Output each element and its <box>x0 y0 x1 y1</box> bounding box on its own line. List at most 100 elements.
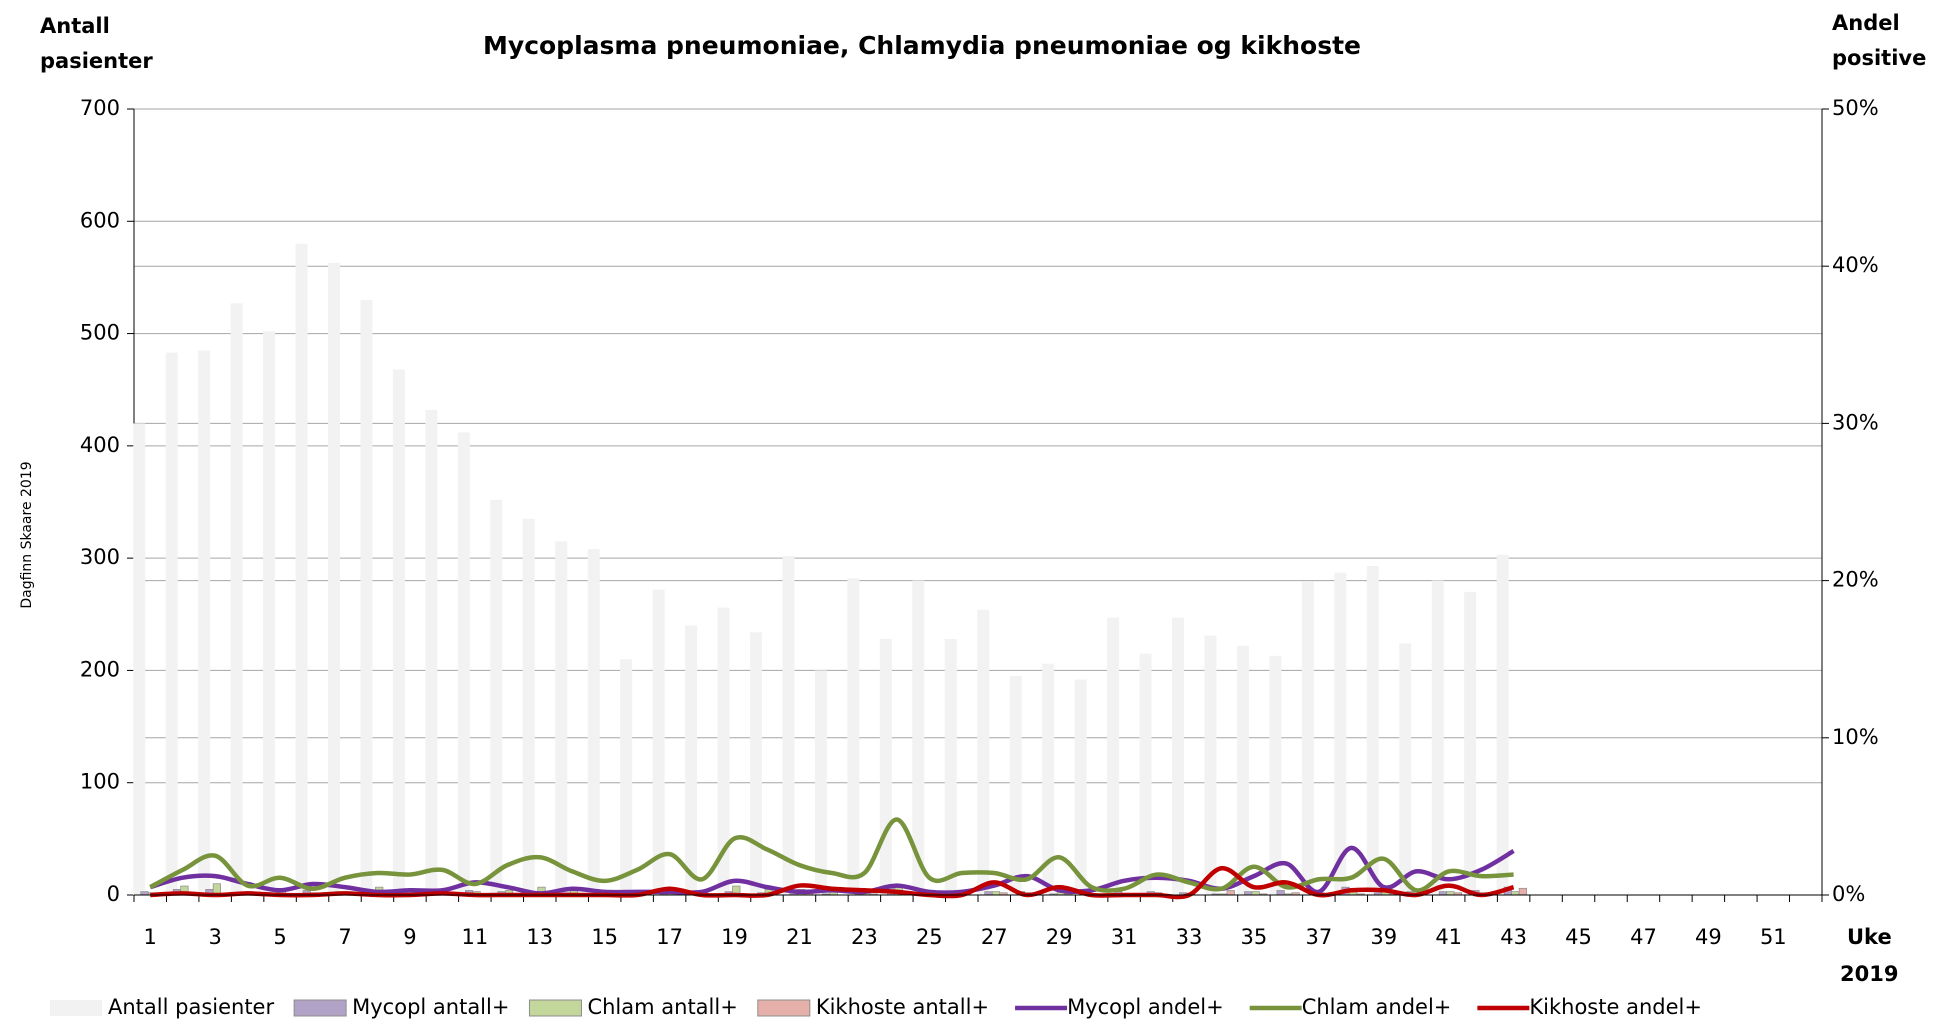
bar <box>912 580 925 895</box>
bar <box>1236 645 1249 895</box>
bar <box>1042 663 1055 895</box>
bar <box>1518 887 1527 896</box>
bar <box>1139 653 1152 895</box>
bar <box>1446 891 1455 896</box>
bar <box>587 549 600 895</box>
y-axis-label: pasienter <box>40 49 153 73</box>
bar <box>1204 635 1217 895</box>
bar <box>295 243 308 895</box>
x-tick-label: 27 <box>981 925 1008 949</box>
y-tick-label: 200 <box>80 657 120 681</box>
credit: Dagfinn Skaare 2019 <box>19 461 35 608</box>
bar <box>685 625 698 895</box>
bar <box>1399 643 1412 895</box>
bar <box>1074 679 1087 895</box>
bar <box>1244 891 1253 896</box>
bar <box>263 331 276 896</box>
x-axis-label: Uke <box>1847 925 1892 949</box>
bar <box>360 299 373 895</box>
bar <box>555 541 568 895</box>
bar <box>165 352 178 895</box>
y-tick-label: 400 <box>80 433 120 457</box>
y2-axis-label: positive <box>1832 46 1926 70</box>
bar <box>522 518 535 895</box>
x-tick-label: 17 <box>656 925 683 949</box>
y-tick-label: 300 <box>80 545 120 569</box>
x-tick-label: 9 <box>403 925 416 949</box>
bar <box>140 891 149 896</box>
bar <box>1431 580 1444 895</box>
y-tick-label: 700 <box>80 96 120 120</box>
x-tick-label: 7 <box>338 925 351 949</box>
y2-tick-label: 20% <box>1832 568 1879 592</box>
legend-label: Mycopl antall+ <box>352 995 509 1019</box>
bar <box>230 303 243 895</box>
y-tick-label: 500 <box>80 321 120 345</box>
legend-swatch <box>293 999 347 1017</box>
x-tick-label: 19 <box>721 925 748 949</box>
bar <box>984 891 993 896</box>
x-tick-label: 3 <box>208 925 221 949</box>
bar <box>392 369 405 895</box>
bar <box>847 578 860 895</box>
bar <box>1511 891 1520 896</box>
bar <box>1251 891 1260 896</box>
x-tick-label: 49 <box>1695 925 1722 949</box>
bar <box>652 589 665 895</box>
legend-label: Mycopl andel+ <box>1067 995 1224 1019</box>
y2-tick-label: 40% <box>1832 253 1879 277</box>
bar <box>1334 572 1347 895</box>
y-axis-label: Antall <box>40 14 110 38</box>
x-tick-label: 5 <box>273 925 286 949</box>
bar <box>977 609 990 895</box>
bar <box>425 409 438 895</box>
x-tick-label: 43 <box>1500 925 1527 949</box>
x-tick-label: 21 <box>786 925 813 949</box>
bar <box>490 499 503 895</box>
x-tick-label: 35 <box>1241 925 1268 949</box>
bar <box>198 350 211 895</box>
x-tick-label: 29 <box>1046 925 1073 949</box>
bar <box>814 670 827 895</box>
y-tick-label: 100 <box>80 770 120 794</box>
bar <box>457 432 470 895</box>
bar <box>717 607 730 895</box>
bar <box>879 638 892 895</box>
bar <box>328 262 340 895</box>
x-tick-label: 41 <box>1435 925 1462 949</box>
legend-label: Chlam andel+ <box>1302 995 1452 1019</box>
x-tick-label: 39 <box>1370 925 1397 949</box>
bar <box>991 891 1001 896</box>
bar <box>750 632 762 895</box>
x-tick-label: 15 <box>591 925 618 949</box>
bar <box>1107 617 1120 895</box>
bar <box>1276 890 1285 896</box>
y2-tick-label: 10% <box>1832 725 1879 749</box>
x-tick-label: 45 <box>1565 925 1592 949</box>
legend-label: Antall pasienter <box>108 995 274 1019</box>
x-tick-label: 37 <box>1305 925 1332 949</box>
y2-tick-label: 50% <box>1832 96 1879 120</box>
bar <box>1226 890 1235 896</box>
bar <box>133 423 146 895</box>
legend-label: Kikhoste andel+ <box>1529 995 1702 1019</box>
x-tick-label: 13 <box>526 925 553 949</box>
bar <box>1009 676 1022 895</box>
legend-label: Kikhoste antall+ <box>816 995 989 1019</box>
bar <box>1301 581 1314 895</box>
bar <box>1496 554 1509 895</box>
line <box>149 817 1514 893</box>
y2-axis-label: Andel <box>1832 11 1900 35</box>
y-tick-label: 0 <box>107 882 120 906</box>
x-tick-label: 1 <box>144 925 157 949</box>
x-axis-label: 2019 <box>1840 962 1898 986</box>
y2-tick-label: 0% <box>1832 882 1865 906</box>
bar <box>1172 617 1184 895</box>
x-tick-label: 25 <box>916 925 943 949</box>
bar <box>1269 655 1282 895</box>
bar <box>782 555 795 895</box>
x-tick-label: 33 <box>1176 925 1203 949</box>
chart-title: Mycoplasma pneumoniae, Chlamydia pneumon… <box>483 31 1361 60</box>
bar <box>1464 591 1477 895</box>
